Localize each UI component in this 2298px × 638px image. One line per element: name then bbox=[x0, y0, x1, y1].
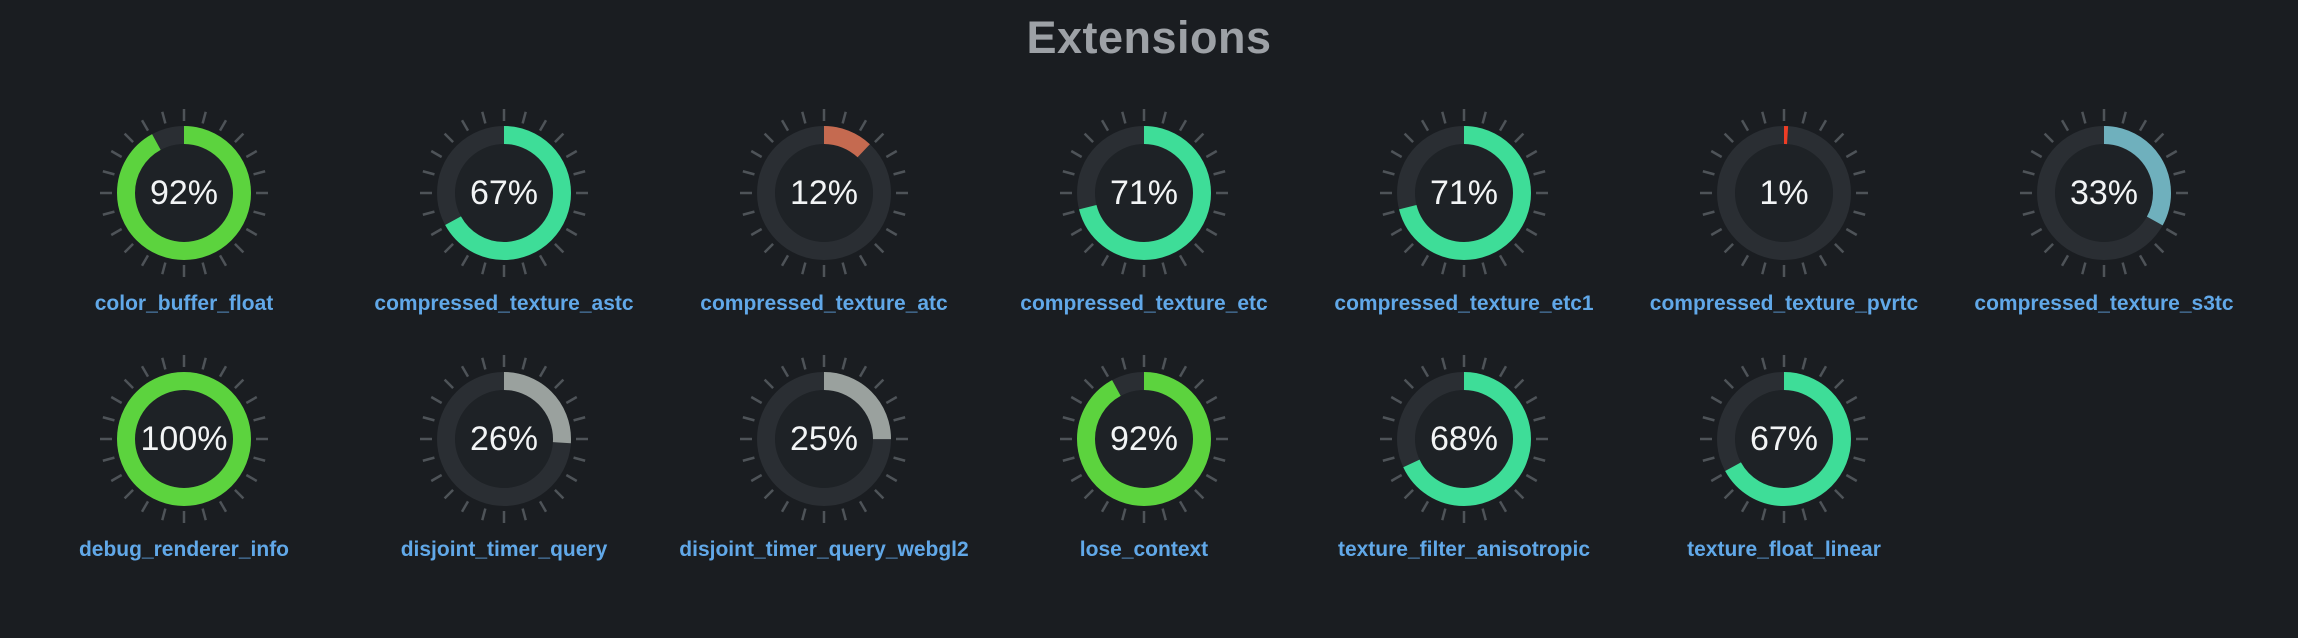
gauge-dial: 92% bbox=[99, 108, 269, 278]
extension-label-link[interactable]: compressed_texture_s3tc bbox=[1974, 292, 2234, 315]
gauge-value: 71% bbox=[1109, 173, 1179, 212]
gauge-dial: 71% bbox=[1379, 108, 1549, 278]
extension-label-link[interactable]: lose_context bbox=[1079, 538, 1209, 561]
gauge-card: 92% color_buffer_float bbox=[24, 108, 344, 316]
gauge-value: 92% bbox=[149, 173, 219, 212]
gauge-card: 71% compressed_texture_etc1 bbox=[1304, 108, 1624, 316]
gauge-ring-icon bbox=[420, 109, 588, 277]
gauge-dial: 92% bbox=[1059, 354, 1229, 524]
gauge-grid: 92% color_buffer_float 67% compressed_te… bbox=[0, 64, 2298, 562]
extension-label-link[interactable]: compressed_texture_etc bbox=[1020, 292, 1268, 315]
gauge-ring-icon bbox=[420, 355, 588, 523]
gauge-value: 12% bbox=[789, 173, 859, 212]
gauge-value: 100% bbox=[140, 419, 228, 458]
gauge-dial: 71% bbox=[1059, 108, 1229, 278]
gauge-card: 92% lose_context bbox=[984, 354, 1304, 562]
gauge-value: 33% bbox=[2069, 173, 2139, 212]
gauge-dial: 67% bbox=[1699, 354, 1869, 524]
gauge-value: 68% bbox=[1429, 419, 1499, 458]
gauge-card: 12% compressed_texture_atc bbox=[664, 108, 984, 316]
gauge-ring-icon bbox=[100, 109, 268, 277]
gauge-ring-icon bbox=[1060, 355, 1228, 523]
page-title: Extensions bbox=[1026, 12, 1272, 63]
extension-label-link[interactable]: compressed_texture_atc bbox=[700, 292, 948, 315]
gauge-card: 68% texture_filter_anisotropic bbox=[1304, 354, 1624, 562]
gauge-value: 71% bbox=[1429, 173, 1499, 212]
gauge-ring-icon bbox=[740, 109, 908, 277]
gauge-card: 100% debug_renderer_info bbox=[24, 354, 344, 562]
gauge-card: 67% texture_float_linear bbox=[1624, 354, 1944, 562]
gauge-ring-icon bbox=[1700, 355, 1868, 523]
gauge-ring-icon bbox=[740, 355, 908, 523]
gauge-dial: 100% bbox=[99, 354, 269, 524]
gauge-dial: 1% bbox=[1699, 108, 1869, 278]
gauge-dial: 33% bbox=[2019, 108, 2189, 278]
gauge-ring-icon bbox=[2020, 109, 2188, 277]
gauge-card: 26% disjoint_timer_query bbox=[344, 354, 664, 562]
gauge-card: 25% disjoint_timer_query_webgl2 bbox=[664, 354, 984, 562]
gauge-value: 26% bbox=[469, 419, 539, 458]
extension-label-link[interactable]: compressed_texture_etc1 bbox=[1334, 292, 1594, 315]
gauge-ring-icon bbox=[100, 355, 268, 523]
extension-label-link[interactable]: compressed_texture_pvrtc bbox=[1649, 292, 1919, 315]
extension-label-link[interactable]: color_buffer_float bbox=[94, 292, 274, 315]
gauge-dial: 25% bbox=[739, 354, 909, 524]
gauge-card: 1% compressed_texture_pvrtc bbox=[1624, 108, 1944, 316]
gauge-ring-icon bbox=[1060, 109, 1228, 277]
gauge-card: 71% compressed_texture_etc bbox=[984, 108, 1304, 316]
gauge-value: 92% bbox=[1109, 419, 1179, 458]
extension-label-link[interactable]: disjoint_timer_query bbox=[400, 538, 608, 561]
gauge-dial: 26% bbox=[419, 354, 589, 524]
gauge-ring-icon bbox=[1700, 109, 1868, 277]
gauge-card: 33% compressed_texture_s3tc bbox=[1944, 108, 2264, 316]
extension-label-link[interactable]: compressed_texture_astc bbox=[374, 292, 634, 315]
extension-label-link[interactable]: texture_float_linear bbox=[1687, 538, 1881, 561]
gauge-dial: 68% bbox=[1379, 354, 1549, 524]
gauge-value: 25% bbox=[789, 419, 859, 458]
extension-label-link[interactable]: disjoint_timer_query_webgl2 bbox=[679, 538, 969, 561]
gauge-card: 67% compressed_texture_astc bbox=[344, 108, 664, 316]
extension-label-link[interactable]: debug_renderer_info bbox=[78, 538, 290, 561]
gauge-value: 67% bbox=[469, 173, 539, 212]
gauge-dial: 67% bbox=[419, 108, 589, 278]
gauge-ring-icon bbox=[1380, 109, 1548, 277]
gauge-value: 1% bbox=[1759, 173, 1809, 212]
gauge-value: 67% bbox=[1749, 419, 1819, 458]
gauge-dial: 12% bbox=[739, 108, 909, 278]
extension-label-link[interactable]: texture_filter_anisotropic bbox=[1337, 538, 1591, 561]
gauge-ring-icon bbox=[1380, 355, 1548, 523]
